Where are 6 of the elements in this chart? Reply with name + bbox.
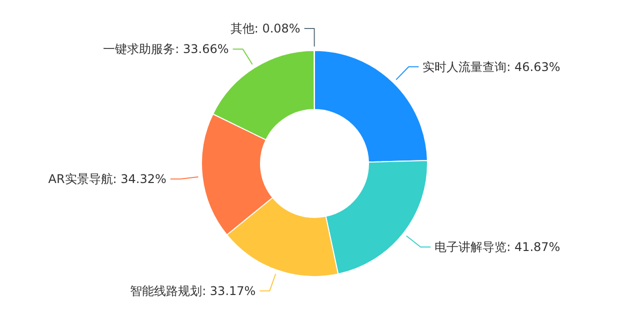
slice-label: 智能线路规划: 33.17% [130, 284, 256, 298]
slice-label: 电子讲解导览: 41.87% [434, 240, 560, 254]
slice-label: 其他: 0.08% [230, 22, 300, 36]
slice-label: 一键求助服务: 33.66% [103, 42, 229, 56]
slice-label: AR实景导航: 34.32% [48, 172, 166, 186]
slice-label: 实时人流量查询: 46.63% [422, 60, 560, 74]
